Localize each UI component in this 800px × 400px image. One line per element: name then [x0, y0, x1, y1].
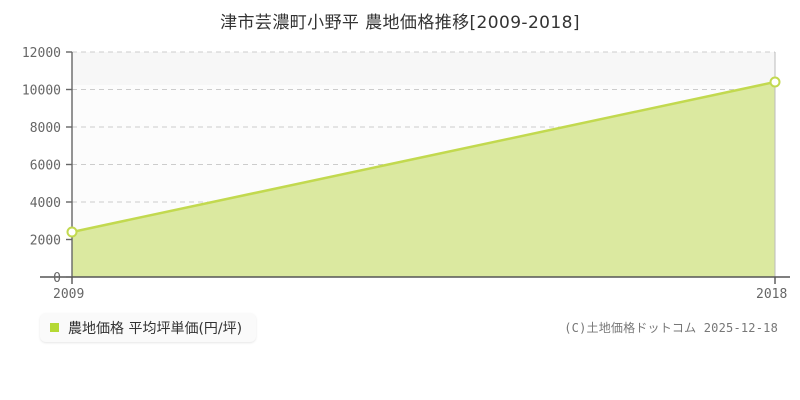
chart-title: 津市芸濃町小野平 農地価格推移[2009-2018]	[0, 8, 800, 33]
area-fill	[72, 82, 775, 277]
y-tick-label-0: 0	[53, 271, 61, 286]
copyright-credit: (C)土地価格ドットコム 2025-12-18	[564, 321, 778, 335]
legend-item-label: 農地価格 平均坪単価(円/坪)	[68, 320, 243, 337]
chart-title-text: 津市芸濃町小野平 農地価格推移[2009-2018]	[220, 13, 580, 33]
y-tick-label-2000: 2000	[30, 234, 61, 249]
x-tick-label-2018: 2018	[756, 287, 787, 302]
y-tick-marks	[66, 51, 72, 278]
data-line	[72, 80, 775, 234]
plot-band-upper	[72, 52, 775, 85]
data-point-marker-2018	[769, 76, 781, 88]
y-tick-label-6000: 6000	[30, 159, 61, 174]
data-point-marker-2009	[66, 226, 78, 238]
y-tick-label-10000: 10000	[22, 84, 61, 99]
y-tick-label-12000: 12000	[22, 46, 61, 61]
y-tick-label-4000: 4000	[30, 196, 61, 211]
x-tick-marks	[71, 277, 776, 284]
legend-square-marker-icon	[50, 323, 59, 332]
chart-legend: 農地価格 平均坪単価(円/坪)	[40, 313, 257, 342]
x-tick-label-2009: 2009	[53, 287, 84, 302]
y-tick-label-8000: 8000	[30, 121, 61, 136]
